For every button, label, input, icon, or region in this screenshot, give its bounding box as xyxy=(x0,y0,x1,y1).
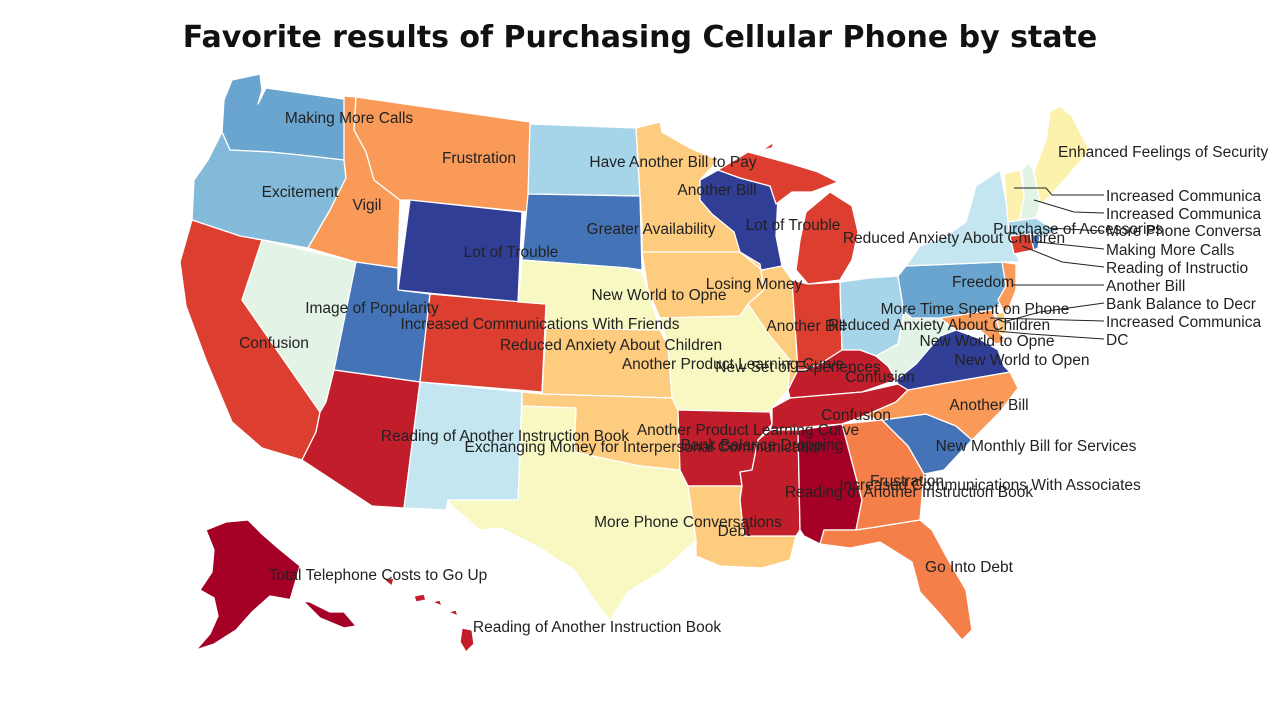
label-kansas: Another Product Learning Curve xyxy=(622,356,844,373)
label-az: Reading of Another Instruction Book xyxy=(381,428,629,445)
callout-dc: DC xyxy=(1106,332,1128,349)
label-ok: Another Product Learning Curve xyxy=(637,422,859,439)
label-fl: Go Into Debt xyxy=(925,559,1014,576)
state-hi-2[interactable] xyxy=(413,593,427,603)
callout-de: Bank Balance to Decr xyxy=(1106,296,1256,313)
label-or: Excitement xyxy=(262,184,339,201)
leader-nh xyxy=(1033,199,1105,214)
label-ak: Total Telephone Costs to Go Up xyxy=(269,567,488,584)
callout-ri: Making More Calls xyxy=(1106,242,1235,259)
callout-ma: More Phone Conversa xyxy=(1106,223,1261,240)
label-va: New World to Open xyxy=(955,352,1090,369)
leader-ma xyxy=(1047,227,1105,232)
label-ny: Purchase of Accessories xyxy=(993,221,1163,238)
state-hi-5[interactable] xyxy=(459,627,475,653)
state-ms[interactable] xyxy=(739,429,801,537)
label-wi: Lot of Trouble xyxy=(746,217,841,234)
label-ut: Increased Communications With Friends xyxy=(400,316,679,333)
label-ia: Losing Money xyxy=(706,276,803,293)
state-tx[interactable] xyxy=(447,405,697,621)
state-de[interactable] xyxy=(995,311,1007,335)
state-mi-upper[interactable] xyxy=(717,151,839,205)
state-shapes xyxy=(179,73,1091,653)
callout-nj: Another Bill xyxy=(1106,278,1185,295)
label-mt: Frustration xyxy=(442,150,516,167)
label-il: Another Bill xyxy=(766,318,845,335)
label-mn: Another Bill xyxy=(677,182,756,199)
leader-dc xyxy=(985,329,1105,340)
label-in: Reduced Anxiety About Children xyxy=(828,317,1050,334)
label-al: Increased Communications With Associates xyxy=(839,477,1141,494)
state-ny[interactable] xyxy=(905,169,1021,267)
callout-md: Increased Communica xyxy=(1106,314,1261,331)
callout-labels: Increased Communica Increased Communica … xyxy=(1106,188,1261,349)
label-oh: More Time Spent on Phone xyxy=(881,301,1070,318)
label-id: Vigil xyxy=(352,197,381,214)
state-hi-1[interactable] xyxy=(383,577,395,587)
label-ms: Reading of Another Instruction Book xyxy=(785,484,1033,501)
state-md[interactable] xyxy=(939,309,1005,345)
state-mo[interactable] xyxy=(659,303,791,413)
label-sc: New Monthly Bill for Services xyxy=(936,438,1137,455)
label-nm: Exchanging Money for Interpersonal Commu… xyxy=(465,439,826,456)
label-nd: Have Another Bill to Pay xyxy=(589,154,756,171)
label-ne: New World to Opne xyxy=(592,287,727,304)
state-ri[interactable] xyxy=(1029,233,1041,251)
state-hi-4[interactable] xyxy=(447,609,459,617)
state-sd[interactable] xyxy=(521,193,643,271)
label-nv: Image of Popularity xyxy=(305,300,439,317)
label-hi: Reading of Another Instruction Book xyxy=(473,619,721,636)
callout-vt: Increased Communica xyxy=(1106,188,1261,205)
label-nc: Another Bill xyxy=(949,397,1028,414)
label-me: Enhanced Feelings of Security xyxy=(1058,144,1268,161)
label-tx: More Phone Conversations xyxy=(594,514,782,531)
state-ak[interactable] xyxy=(195,519,357,651)
label-ar: Bank Balance Dropping xyxy=(681,437,844,454)
label-wv: New World to Opne xyxy=(920,333,1055,350)
state-fl[interactable] xyxy=(819,519,973,641)
label-co: Reduced Anxiety About Children xyxy=(500,337,722,354)
leader-ri xyxy=(1037,241,1105,250)
label-mi: Reduced Anxiety About Children xyxy=(843,230,1065,247)
state-labels: Making More Calls Frustration Have Anoth… xyxy=(239,110,1268,636)
label-sd: Greater Availability xyxy=(587,221,716,238)
state-il[interactable] xyxy=(739,251,799,391)
state-nj[interactable] xyxy=(997,261,1017,313)
label-ga: Frustration xyxy=(870,473,944,490)
callout-leader-lines xyxy=(985,187,1105,340)
label-ca: Confusion xyxy=(239,335,309,352)
label-wa: Making More Calls xyxy=(285,110,414,127)
label-wy: Lot of Trouble xyxy=(464,244,559,261)
label-pa: Freedom xyxy=(952,274,1014,291)
label-mo: New Set of Experiences xyxy=(715,359,881,376)
map-title: Favorite results of Purchasing Cellular … xyxy=(182,20,1098,55)
label-ky: Confusion xyxy=(845,369,915,386)
state-me[interactable] xyxy=(1033,105,1091,205)
label-la: Debt xyxy=(718,523,751,540)
leader-vt xyxy=(1014,187,1104,196)
callout-nh: Increased Communica xyxy=(1106,206,1261,223)
leader-ct xyxy=(1021,245,1105,268)
state-mi-island xyxy=(761,141,775,151)
state-mi[interactable] xyxy=(795,191,859,285)
state-hi-3[interactable] xyxy=(431,599,443,607)
label-tn: Confusion xyxy=(821,407,891,424)
leader-md xyxy=(989,317,1105,322)
callout-ct: Reading of Instructio xyxy=(1106,260,1248,277)
